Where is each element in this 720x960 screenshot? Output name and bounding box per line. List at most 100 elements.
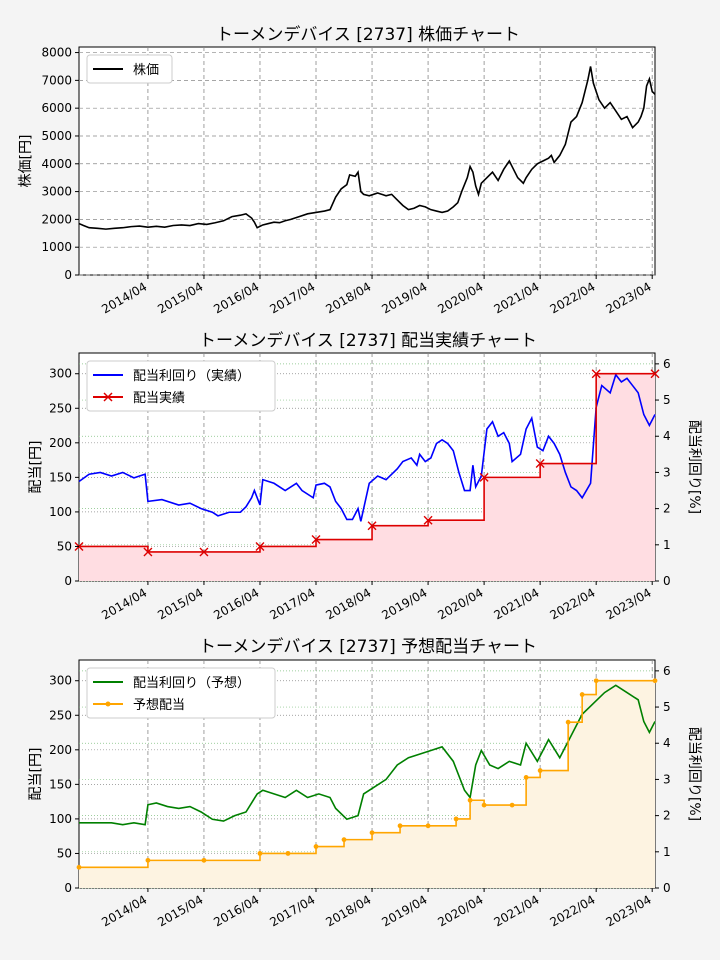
y-tick-label: 50 — [57, 539, 72, 553]
y-tick-label: 200 — [49, 743, 72, 757]
y-tick-label: 3000 — [41, 185, 72, 199]
y-tick-label: 3 — [663, 772, 671, 786]
forecast-dividend-marker — [593, 678, 599, 684]
dividend-actual-marker — [423, 515, 433, 525]
forecast-dividend-marker — [397, 823, 403, 829]
dividend-actual-marker — [255, 541, 265, 551]
y-tick-label: 4 — [663, 429, 671, 443]
dividend-legend-box — [86, 360, 276, 412]
dividend-actual-marker — [199, 547, 209, 557]
forecast-dividend-marker — [285, 851, 291, 856]
x-tick-label: 2014/04 — [99, 585, 149, 622]
y-tick-label: 0 — [663, 574, 671, 588]
forecast-legend-box — [86, 667, 276, 719]
x-tick-label: 2019/04 — [379, 892, 429, 929]
x-tick-label: 2022/04 — [547, 892, 597, 929]
y-tick-label: 1000 — [41, 240, 72, 254]
dividend-legend-label-actual: 配当実績 — [133, 390, 185, 406]
x-tick-label: 2016/04 — [211, 279, 261, 316]
forecast-legend: 配当利回り（予想） 予想配当 — [86, 667, 276, 719]
y-tick-label: 4000 — [41, 157, 72, 171]
x-tick-label: 2020/04 — [435, 892, 485, 929]
y-tick-label: 0 — [64, 881, 72, 895]
y-tick-label: 4 — [663, 736, 671, 750]
y-tick-label: 1 — [663, 538, 671, 552]
y-tick-label: 2 — [663, 502, 671, 516]
x-tick-label: 2020/04 — [435, 279, 485, 316]
forecast-dividend-marker — [467, 797, 473, 803]
forecast-chart-title: トーメンデバイス [2737] 予想配当チャート — [199, 636, 537, 657]
y-tick-label: 300 — [49, 367, 72, 381]
forecast-dividend-marker — [523, 775, 529, 780]
x-tick-label: 2017/04 — [267, 892, 317, 929]
x-tick-label: 2016/04 — [211, 892, 261, 929]
forecast-area-fill — [79, 680, 655, 888]
forecast-legend-label-yield: 配当利回り（予想） — [133, 675, 250, 691]
x-tick-label: 2023/04 — [604, 892, 654, 929]
dividend-y-axis-label: 配当[円] — [28, 441, 44, 494]
y-tick-label: 6000 — [41, 101, 72, 115]
x-tick-label: 2017/04 — [267, 279, 317, 316]
x-tick-label: 2014/04 — [99, 279, 149, 316]
forecast-legend-marker — [105, 701, 111, 707]
x-tick-label: 2015/04 — [155, 585, 205, 622]
yield-actual-line — [78, 373, 656, 522]
dividend-actual-marker — [311, 535, 321, 545]
dividend-legend-marker-actual — [103, 392, 113, 402]
x-tick-label: 2022/04 — [547, 279, 597, 316]
y-tick-label: 150 — [49, 470, 72, 484]
forecast-dividend-marker — [341, 837, 347, 843]
y-tick-label: 250 — [49, 708, 72, 722]
y-tick-label: 100 — [49, 505, 72, 519]
forecast-dividend-marker — [313, 844, 319, 849]
price-x-ticks: 2014/04 2015/04 2016/04 2017/04 2018/04 2019/… — [99, 275, 654, 317]
x-tick-label: 2021/04 — [491, 585, 541, 622]
price-grid — [79, 47, 655, 276]
y-tick-label: 5 — [663, 700, 671, 714]
x-tick-label: 2019/04 — [379, 279, 429, 316]
y-tick-label: 3 — [663, 465, 671, 479]
forecast-dividend-marker — [509, 802, 515, 808]
x-tick-label: 2014/04 — [99, 892, 149, 929]
y-tick-label: 2000 — [41, 212, 72, 226]
dividend-x-ticks: 2014/04 2015/04 2016/04 2017/04 2018/04 2019/… — [99, 581, 654, 623]
x-tick-label: 2018/04 — [323, 585, 373, 622]
dividend-series — [74, 369, 660, 581]
dividend-y-ticks: 0 50 100 150 200 250 300 — [49, 367, 79, 588]
forecast-dividend-marker — [201, 857, 207, 863]
forecast-dividend-marker — [537, 768, 543, 773]
price-chart-panel: トーメンデバイス [2737] 株価チャート 0 1000 2000 3000 4000… — [18, 24, 656, 317]
dividend-chart-panel: トーメンデバイス [2737] 配当実績チャート 050100150200250… — [28, 330, 702, 623]
x-tick-label: 2018/04 — [323, 279, 373, 316]
x-tick-label: 2021/04 — [491, 892, 541, 929]
dividend-actual-marker — [650, 369, 660, 379]
forecast-y2-axis-label: 配当利回り[%] — [686, 727, 702, 821]
price-legend-label: 株価 — [133, 63, 159, 78]
dividend-forecast-step-line — [79, 679, 655, 869]
x-tick-label: 2023/04 — [604, 279, 654, 316]
x-tick-label: 2015/04 — [155, 892, 205, 929]
forecast-dividend-marker — [145, 857, 151, 863]
price-y-axis-label: 株価[円] — [18, 135, 34, 188]
dividend-actual-marker — [591, 369, 601, 379]
dividend-actual-marker — [535, 459, 545, 469]
y-tick-label: 0 — [663, 881, 671, 895]
forecast-dividend-marker — [652, 678, 658, 684]
forecast-series — [76, 678, 658, 888]
y-tick-label: 6 — [663, 357, 671, 371]
forecast-dividend-marker — [481, 802, 487, 808]
forecast-y-axis-label: 配当[円] — [28, 748, 44, 801]
x-tick-label: 2018/04 — [323, 892, 373, 929]
x-tick-label: 2019/04 — [379, 585, 429, 622]
dividend-legend: 配当利回り（実績） 配当実績 — [86, 360, 276, 412]
y-tick-label: 50 — [57, 846, 72, 860]
y-tick-label: 200 — [49, 436, 72, 450]
y-tick-label: 300 — [49, 674, 72, 688]
y-tick-label: 0 — [64, 574, 72, 588]
forecast-legend-label-forecast: 予想配当 — [133, 697, 185, 713]
y-tick-label: 250 — [49, 401, 72, 415]
x-tick-label: 2023/04 — [604, 585, 654, 622]
price-plot-area — [78, 46, 656, 276]
forecast-dividend-marker — [425, 823, 431, 829]
